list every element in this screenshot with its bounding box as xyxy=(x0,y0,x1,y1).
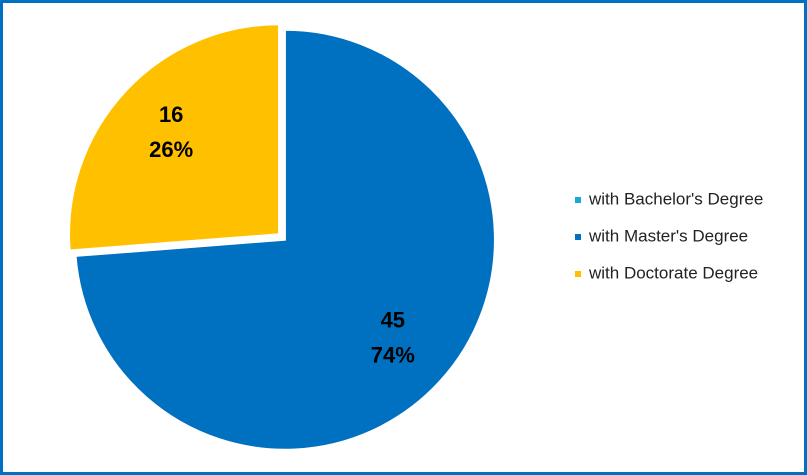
pie-slice xyxy=(74,28,496,451)
legend-label: with Doctorate Degree xyxy=(588,263,758,282)
percent-label: 74% xyxy=(371,342,415,367)
legend-label: with Master's Degree xyxy=(588,226,748,245)
value-label: 16 xyxy=(159,102,183,127)
legend-label: with Bachelor's Degree xyxy=(588,189,763,208)
pie-slice xyxy=(68,23,281,252)
percent-label: 26% xyxy=(149,137,193,162)
legend-swatch xyxy=(575,234,581,240)
value-label: 45 xyxy=(381,307,405,332)
legend-swatch xyxy=(575,197,581,203)
legend-swatch xyxy=(575,271,581,277)
